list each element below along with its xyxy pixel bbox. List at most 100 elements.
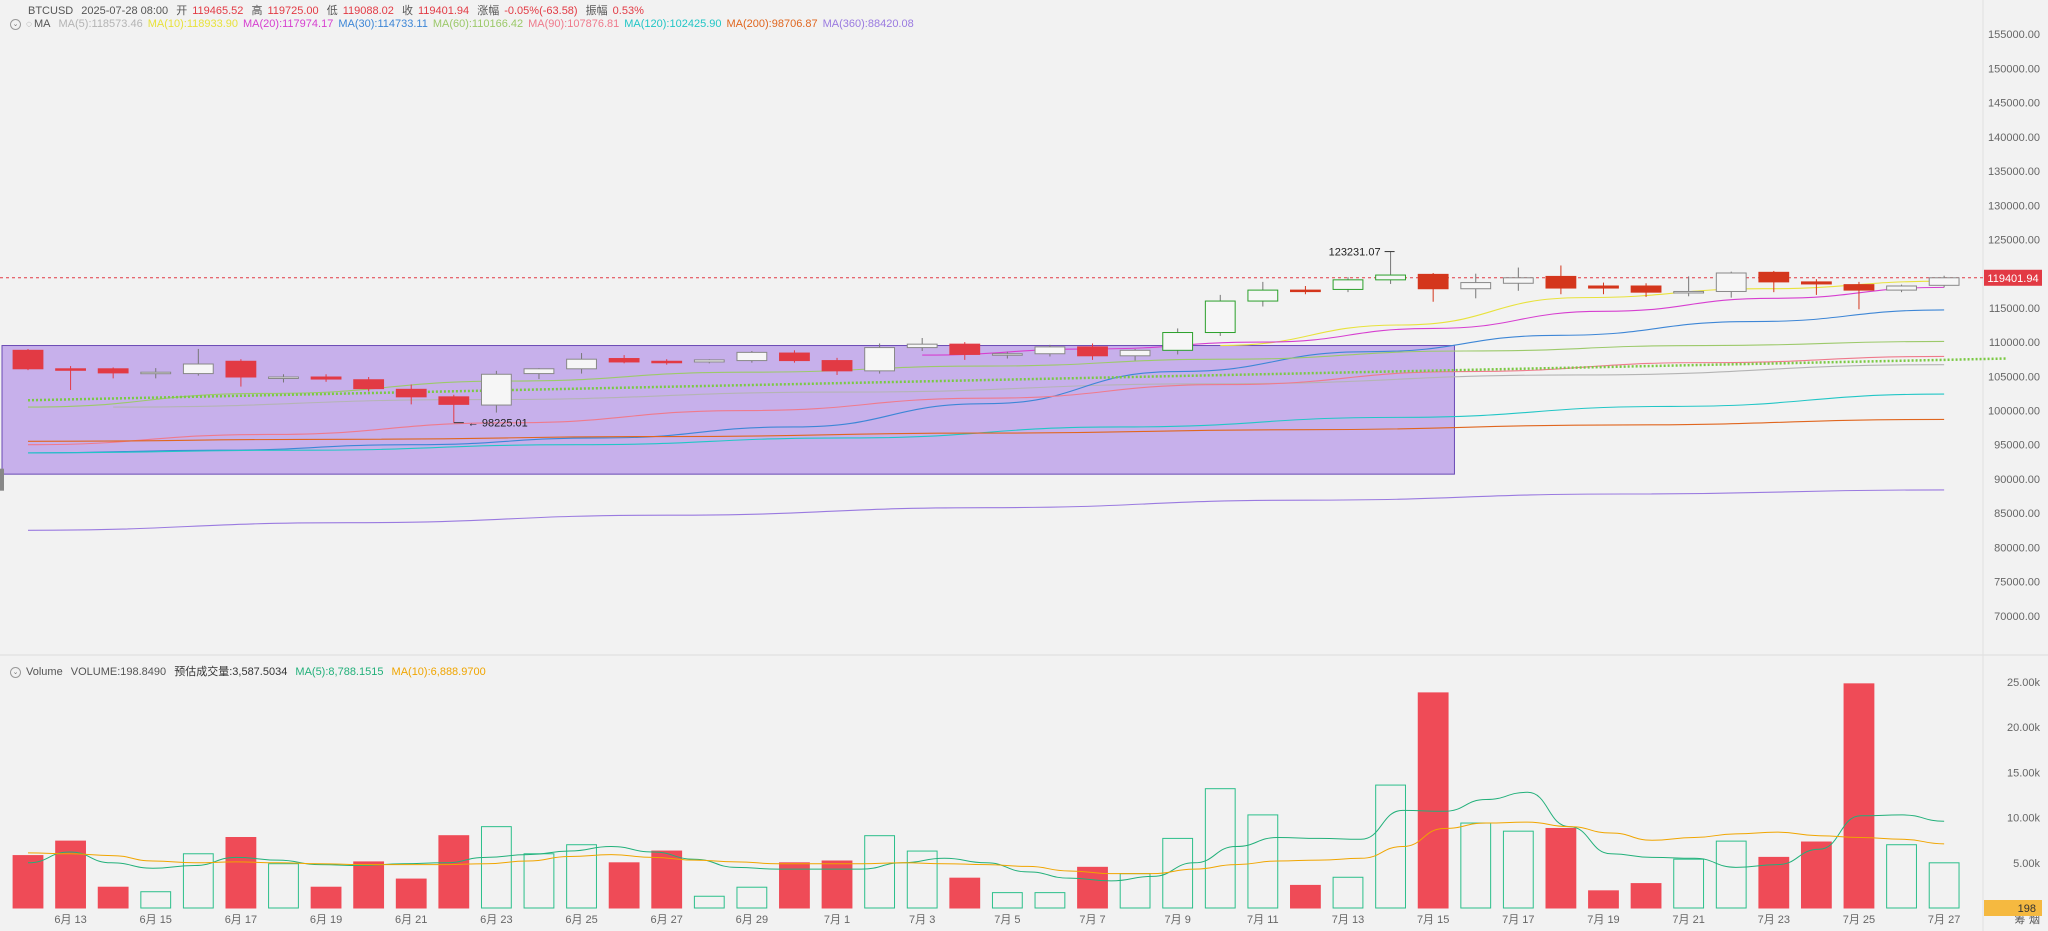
volume-bar[interactable] [12,855,44,909]
x-tick-label: 6月 19 [310,914,342,926]
volume-bar[interactable] [1928,862,1960,909]
candle[interactable] [140,368,172,379]
volume-bar[interactable] [1843,683,1875,909]
candle[interactable] [1886,284,1917,293]
volume-bar[interactable] [864,835,896,909]
volume-bar[interactable] [1119,873,1151,909]
volume-bar[interactable] [1886,844,1917,909]
volume-bar[interactable] [1758,856,1790,909]
volume-bar[interactable] [268,863,299,909]
volume-bar[interactable] [1715,840,1747,909]
candle[interactable] [353,377,385,392]
volume-bar[interactable] [395,878,427,909]
candle[interactable] [693,359,725,364]
candle[interactable] [1077,343,1108,360]
candle[interactable] [1375,251,1406,284]
candle[interactable] [1290,286,1321,295]
candle[interactable] [566,353,597,374]
candle[interactable] [1034,344,1066,357]
box-resize-handle[interactable] [0,468,4,491]
volume-bar[interactable] [1502,830,1534,909]
candle[interactable] [1417,273,1449,302]
volume-bar[interactable] [1204,788,1236,909]
volume-bar[interactable] [523,853,555,909]
volume-bar[interactable] [1673,858,1705,909]
candle[interactable] [268,374,299,383]
volume-bar[interactable] [1290,884,1321,909]
candle[interactable] [779,350,810,363]
volume-bar[interactable] [736,886,768,909]
volume-bar[interactable] [949,877,981,909]
volume-bar[interactable] [182,853,214,909]
highlight-rectangle[interactable] [1,345,1455,475]
candle[interactable] [438,394,470,423]
candle[interactable] [12,348,44,371]
candle[interactable] [480,370,512,413]
candle[interactable] [1247,281,1279,307]
volume-bar[interactable] [693,895,725,909]
ma-legend-item: MA(5):118573.46 [58,18,143,30]
candle[interactable] [906,338,938,351]
volume-bar[interactable] [1460,822,1492,909]
volume-bar[interactable] [480,826,512,909]
volume-bar[interactable] [1332,876,1364,909]
collapse-chevron-icon[interactable]: ⌄ [10,666,21,678]
trend-line[interactable] [27,357,2007,402]
candle[interactable] [1588,282,1619,295]
collapse-chevron-icon[interactable]: ⌄ [10,18,21,30]
volume-bar[interactable] [55,840,86,909]
candle[interactable] [310,374,342,382]
candle[interactable] [1204,294,1236,336]
candle[interactable] [1502,267,1534,291]
candle[interactable] [182,348,214,376]
volume-bar[interactable] [1417,692,1449,909]
volume-bar[interactable] [608,862,640,909]
volume-bar[interactable] [97,886,129,909]
candle[interactable] [1673,276,1705,297]
volume-bar[interactable] [1034,892,1066,909]
candle[interactable] [1843,281,1875,310]
candle[interactable] [1800,279,1832,295]
candle[interactable] [608,355,640,364]
candle[interactable] [864,343,896,374]
volume-bar[interactable] [1630,883,1662,909]
eye-icon[interactable]: ◌ [26,19,32,30]
volume-bar[interactable] [1588,890,1619,909]
candle[interactable] [1715,271,1747,298]
volume-bar[interactable] [1077,866,1108,909]
candle[interactable] [1758,270,1790,293]
candle[interactable] [991,351,1023,359]
volume-layer [12,683,1960,909]
candle[interactable] [651,359,683,365]
volume-bar[interactable] [991,892,1023,909]
volume-bar[interactable] [651,850,683,909]
volume-bar[interactable] [566,844,597,909]
volume-bar[interactable] [438,835,470,909]
volume-bar[interactable] [906,850,938,909]
candle[interactable] [949,342,981,360]
candle-body [1417,273,1449,290]
candle[interactable] [1162,328,1194,355]
volume-bar[interactable] [310,886,342,909]
candle[interactable] [821,357,853,375]
candle[interactable] [225,359,257,387]
candle[interactable] [1545,265,1577,295]
volume-bar[interactable] [353,861,385,909]
candle[interactable] [1332,277,1364,293]
volume-bar[interactable] [140,891,172,909]
candle[interactable] [1928,275,1960,288]
candle[interactable] [1460,273,1492,299]
candle[interactable] [1630,283,1662,297]
candle[interactable] [1119,348,1151,361]
volume-bar[interactable] [821,860,853,909]
symbol-label[interactable]: BTCUSD [28,5,74,17]
volume-bar[interactable] [225,837,257,909]
volume-bar[interactable] [779,862,810,909]
candle[interactable] [736,351,768,363]
candle[interactable] [97,367,129,379]
volume-bar[interactable] [1545,827,1577,909]
candle[interactable] [55,366,86,390]
candle[interactable] [523,368,555,380]
candle[interactable] [395,384,427,405]
volume-bar[interactable] [1800,841,1832,909]
